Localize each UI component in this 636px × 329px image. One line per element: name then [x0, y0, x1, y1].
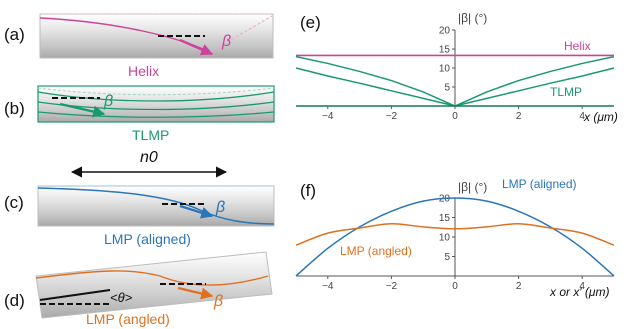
chart-f-series-label-aligned: LMP (aligned) — [502, 177, 576, 191]
chart-f-x-tick-label: −2 — [386, 281, 398, 292]
lmp-aligned-label: LMP (aligned) — [104, 231, 191, 247]
n0-director: n0 — [70, 149, 228, 178]
chart-e-x-tick-label: 0 — [452, 111, 458, 122]
chart-f-xlabel: x or x′ (μm) — [549, 285, 609, 299]
chart-e-x-tick-label: −4 — [322, 111, 334, 122]
chart-f-series-line — [295, 222, 615, 246]
lmp-aligned-beta-arrow — [179, 204, 214, 219]
tlmp-label: TLMP — [132, 127, 169, 143]
panel-label-f: (f) — [300, 181, 316, 200]
lmp-aligned-curve — [37, 187, 275, 225]
chart-f-y-tick-label: 5 — [444, 252, 450, 263]
lmp-angled-cylinder — [35, 251, 273, 319]
panel-label-b: (b) — [4, 99, 25, 118]
helix-label: Helix — [128, 63, 159, 79]
chart-e: (e) |β| (°) x (μm) Helix TLMP −4 −2 0 2 4 5 10… — [295, 11, 618, 124]
lmp-angled-beta-symbol: β — [213, 293, 223, 310]
chart-f-y-tick-label: 15 — [439, 213, 451, 224]
chart-f-x-tick-label: 4 — [579, 281, 585, 292]
chart-f-ylabel: |β| (°) — [458, 180, 487, 194]
lmp-aligned-cylinder — [37, 185, 275, 227]
panel-d: (d) <θ> β LMP (angled) — [4, 251, 273, 327]
chart-f-series-label-angled: LMP (angled) — [340, 244, 412, 258]
chart-f-x-tick-label: 2 — [516, 281, 522, 292]
panel-label-d: (d) — [4, 291, 25, 310]
panel-label-a: (a) — [4, 25, 25, 44]
chart-e-series-label-tlmp: TLMP — [550, 85, 582, 99]
chart-f-series-line — [295, 197, 615, 277]
panel-c: (c) β LMP (aligned) — [4, 185, 275, 247]
tlmp-beta-symbol: β — [103, 93, 113, 110]
chart-e-xlabel: x (μm) — [583, 110, 618, 124]
tlmp-back-curve — [37, 87, 275, 96]
chart-f-x-tick-label: 0 — [452, 281, 458, 292]
chart-f-y-tick-label: 10 — [439, 233, 451, 244]
chart-f: (f) |β| (°) x or x′ (μm) LMP (aligned) L… — [295, 177, 615, 299]
chart-e-series-label-helix: Helix — [564, 39, 591, 53]
tlmp-cylinder — [37, 85, 275, 123]
chart-e-y-tick-label: 15 — [439, 45, 451, 56]
panel-a: (a) β Helix — [4, 13, 274, 79]
tlmp-curve-1 — [37, 91, 275, 102]
tlmp-curve-3 — [37, 111, 275, 118]
theta-label: <θ> — [110, 290, 133, 305]
lmp-angled-axis-line — [39, 289, 111, 301]
lmp-angled-label: LMP (angled) — [86, 311, 170, 327]
chart-e-marks: −4 −2 0 2 4 5 10 15 20 — [295, 26, 615, 122]
chart-e-y-tick-label: 10 — [439, 64, 451, 75]
helix-beta-symbol: β — [221, 33, 231, 50]
n0-label: n0 — [140, 149, 158, 166]
panel-b: (b) β TLMP — [4, 85, 275, 143]
tlmp-beta-arrow — [59, 102, 106, 118]
chart-e-y-tick-label: 20 — [439, 26, 451, 37]
panel-label-c: (c) — [4, 193, 24, 212]
lmp-aligned-beta-symbol: β — [215, 199, 225, 216]
helix-back-curve — [209, 15, 273, 53]
lmp-angled-beta-arrow — [177, 286, 214, 300]
chart-e-x-tick-label: 4 — [579, 111, 585, 122]
chart-f-x-tick-label: −4 — [322, 281, 334, 292]
helix-beta-arrow — [179, 38, 214, 56]
panel-label-e: (e) — [300, 13, 321, 32]
chart-e-ylabel: |β| (°) — [458, 11, 487, 25]
chart-e-x-tick-label: −2 — [386, 111, 398, 122]
chart-e-x-tick-label: 2 — [516, 111, 522, 122]
lmp-angled-curve — [35, 270, 269, 286]
chart-e-y-tick-label: 5 — [444, 83, 450, 94]
